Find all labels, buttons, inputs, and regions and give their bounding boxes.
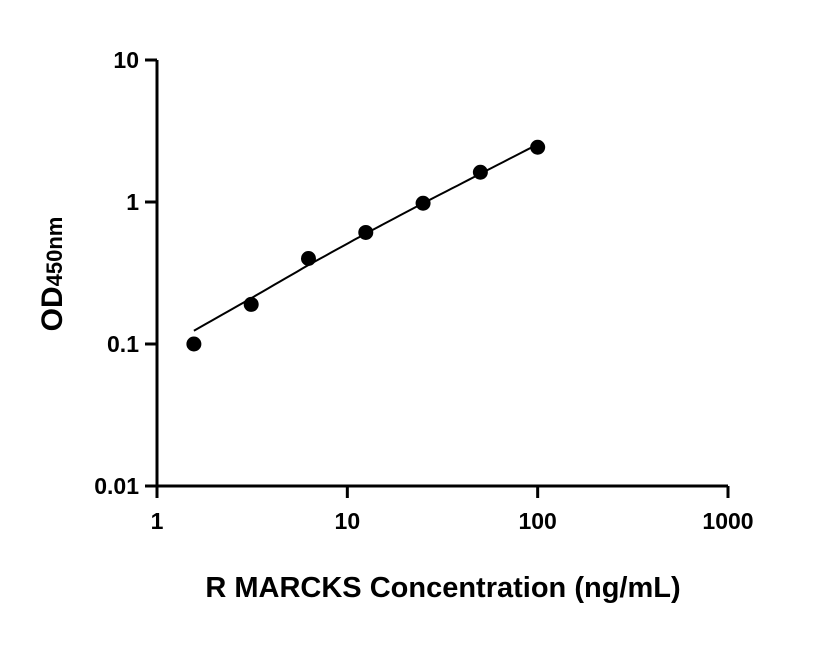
x-tick-label: 1000 <box>702 508 753 534</box>
data-point <box>472 164 488 180</box>
y-tick-label: 0.01 <box>94 473 139 499</box>
y-axis-label: OD450nm <box>36 217 69 332</box>
data-point <box>186 336 202 352</box>
svg-text:OD450nm: OD450nm <box>36 217 69 332</box>
marks <box>186 139 546 352</box>
data-point <box>243 296 259 312</box>
x-axis-label: R MARCKS Concentration (ng/mL) <box>205 572 680 604</box>
x-tick-label: 10 <box>335 508 361 534</box>
x-tick-label: 100 <box>518 508 556 534</box>
y-axis-label-main: OD <box>36 286 69 331</box>
x-tick-label: 1 <box>151 508 164 534</box>
y-tick-label: 10 <box>113 47 139 73</box>
data-point <box>358 224 374 240</box>
y-tick-label: 0.1 <box>107 331 139 357</box>
data-point <box>530 139 546 155</box>
axes: 0.01 0.1 1 10 1 10 100 1000 <box>94 47 753 534</box>
y-tick-label: 1 <box>126 189 139 215</box>
y-axis-label-sub: 450nm <box>42 217 67 287</box>
data-point <box>415 195 431 211</box>
data-point <box>300 251 316 267</box>
